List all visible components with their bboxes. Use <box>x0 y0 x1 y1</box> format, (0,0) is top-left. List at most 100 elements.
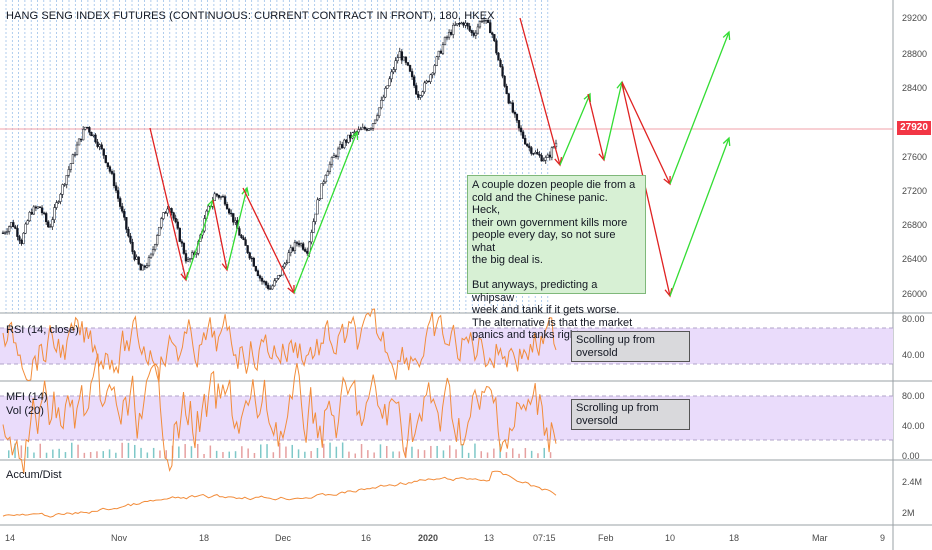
trend-arrow <box>519 17 561 166</box>
price-tick: 28400 <box>902 83 928 93</box>
volume-bar <box>52 449 54 458</box>
volume-bar <box>203 453 205 458</box>
candle-body <box>119 198 122 207</box>
candle-body <box>394 60 397 70</box>
candle-body <box>215 193 218 196</box>
candle-body <box>156 235 159 245</box>
candle-body <box>174 218 177 223</box>
candle-body <box>386 85 389 89</box>
candle-body <box>258 275 262 279</box>
candle-body <box>121 206 124 212</box>
volume-bar <box>543 447 545 458</box>
candle-body <box>499 59 502 67</box>
candle-body <box>489 22 492 34</box>
volume-bar <box>89 452 92 458</box>
volume-bar <box>398 451 401 458</box>
candle-body <box>244 239 247 246</box>
volume-bar <box>329 442 331 458</box>
volume-bar <box>71 442 73 458</box>
candle-body <box>429 74 432 82</box>
rsi-tick: 40.00 <box>902 350 925 360</box>
volume-bar <box>524 448 527 458</box>
candle-body <box>178 227 181 242</box>
volume-bar <box>77 444 79 458</box>
candle-body <box>98 144 101 147</box>
candle-body <box>153 244 157 250</box>
volume-bar <box>392 451 394 458</box>
volume-bar <box>241 446 243 458</box>
mfi-tick: 0.00 <box>902 451 920 461</box>
candle-body <box>524 138 527 145</box>
candle-body <box>275 278 278 282</box>
trend-arrow <box>293 131 358 294</box>
time-tick: 2020 <box>418 533 439 543</box>
candle-body <box>219 196 223 198</box>
candle-body <box>466 22 469 27</box>
mfi-note[interactable]: Scrolling up from oversold <box>571 399 690 430</box>
rsi-note[interactable]: Scolling up from oversold <box>571 331 690 362</box>
candle-body <box>318 198 321 201</box>
candle-body <box>147 257 151 266</box>
chart-title: HANG SENG INDEX FUTURES (CONTINUOUS: CUR… <box>6 10 495 22</box>
price-tick: 27200 <box>902 186 928 196</box>
volume-bar <box>222 452 224 458</box>
candle-body <box>464 22 467 26</box>
candle-body <box>304 249 307 252</box>
candle-body <box>1 232 5 234</box>
vol-label: Vol (20) <box>6 405 44 417</box>
candle-body <box>495 40 498 54</box>
candle-body <box>10 222 13 227</box>
candle-body <box>28 212 31 221</box>
candle-body <box>390 71 393 80</box>
volume-bar <box>480 451 482 458</box>
volume-bar <box>272 452 275 458</box>
candle-body <box>433 65 436 74</box>
candle-body <box>114 185 118 191</box>
candle-body <box>18 236 21 241</box>
candle-body <box>336 148 340 157</box>
volume-bar <box>512 448 514 458</box>
candle-body <box>408 65 412 72</box>
candle-body <box>503 75 506 87</box>
candle-body <box>242 237 245 240</box>
accum-tick: 2M <box>902 508 915 518</box>
candle-body <box>484 19 488 22</box>
volume-bar <box>228 451 230 458</box>
time-tick: 18 <box>199 533 210 543</box>
candle-body <box>299 243 303 246</box>
analysis-note[interactable]: A couple dozen people die from a cold an… <box>467 175 646 341</box>
session-gridlines <box>5 0 549 313</box>
candle-body <box>447 32 451 38</box>
candle-body <box>528 145 531 148</box>
candle-body <box>470 30 473 34</box>
trend-arrow <box>669 137 730 297</box>
candle-body <box>84 126 87 130</box>
volume-bar <box>461 444 464 458</box>
volume-bar <box>33 452 35 458</box>
rsi-line <box>2 308 557 383</box>
candle-body <box>287 252 290 264</box>
volume-bar <box>505 452 508 458</box>
candle-body <box>143 265 146 268</box>
volume-bar <box>423 450 426 458</box>
candle-body <box>104 155 107 163</box>
current-price-label: 27920 <box>897 121 931 135</box>
candle-body <box>51 219 54 227</box>
candle-body <box>357 129 360 133</box>
trend-arrow <box>185 199 214 281</box>
candle-body <box>176 221 179 229</box>
volume-bar <box>83 452 86 458</box>
candle-body <box>133 251 136 260</box>
volume-bar <box>417 449 419 458</box>
candle-body <box>230 212 233 215</box>
candle-body <box>47 221 50 228</box>
candle-body <box>53 207 56 220</box>
volume-bar <box>39 443 41 458</box>
candle-body <box>345 139 348 143</box>
candle-body <box>20 240 23 244</box>
candle-body <box>262 281 266 283</box>
candle-body <box>158 226 161 236</box>
candle-body <box>441 44 445 54</box>
